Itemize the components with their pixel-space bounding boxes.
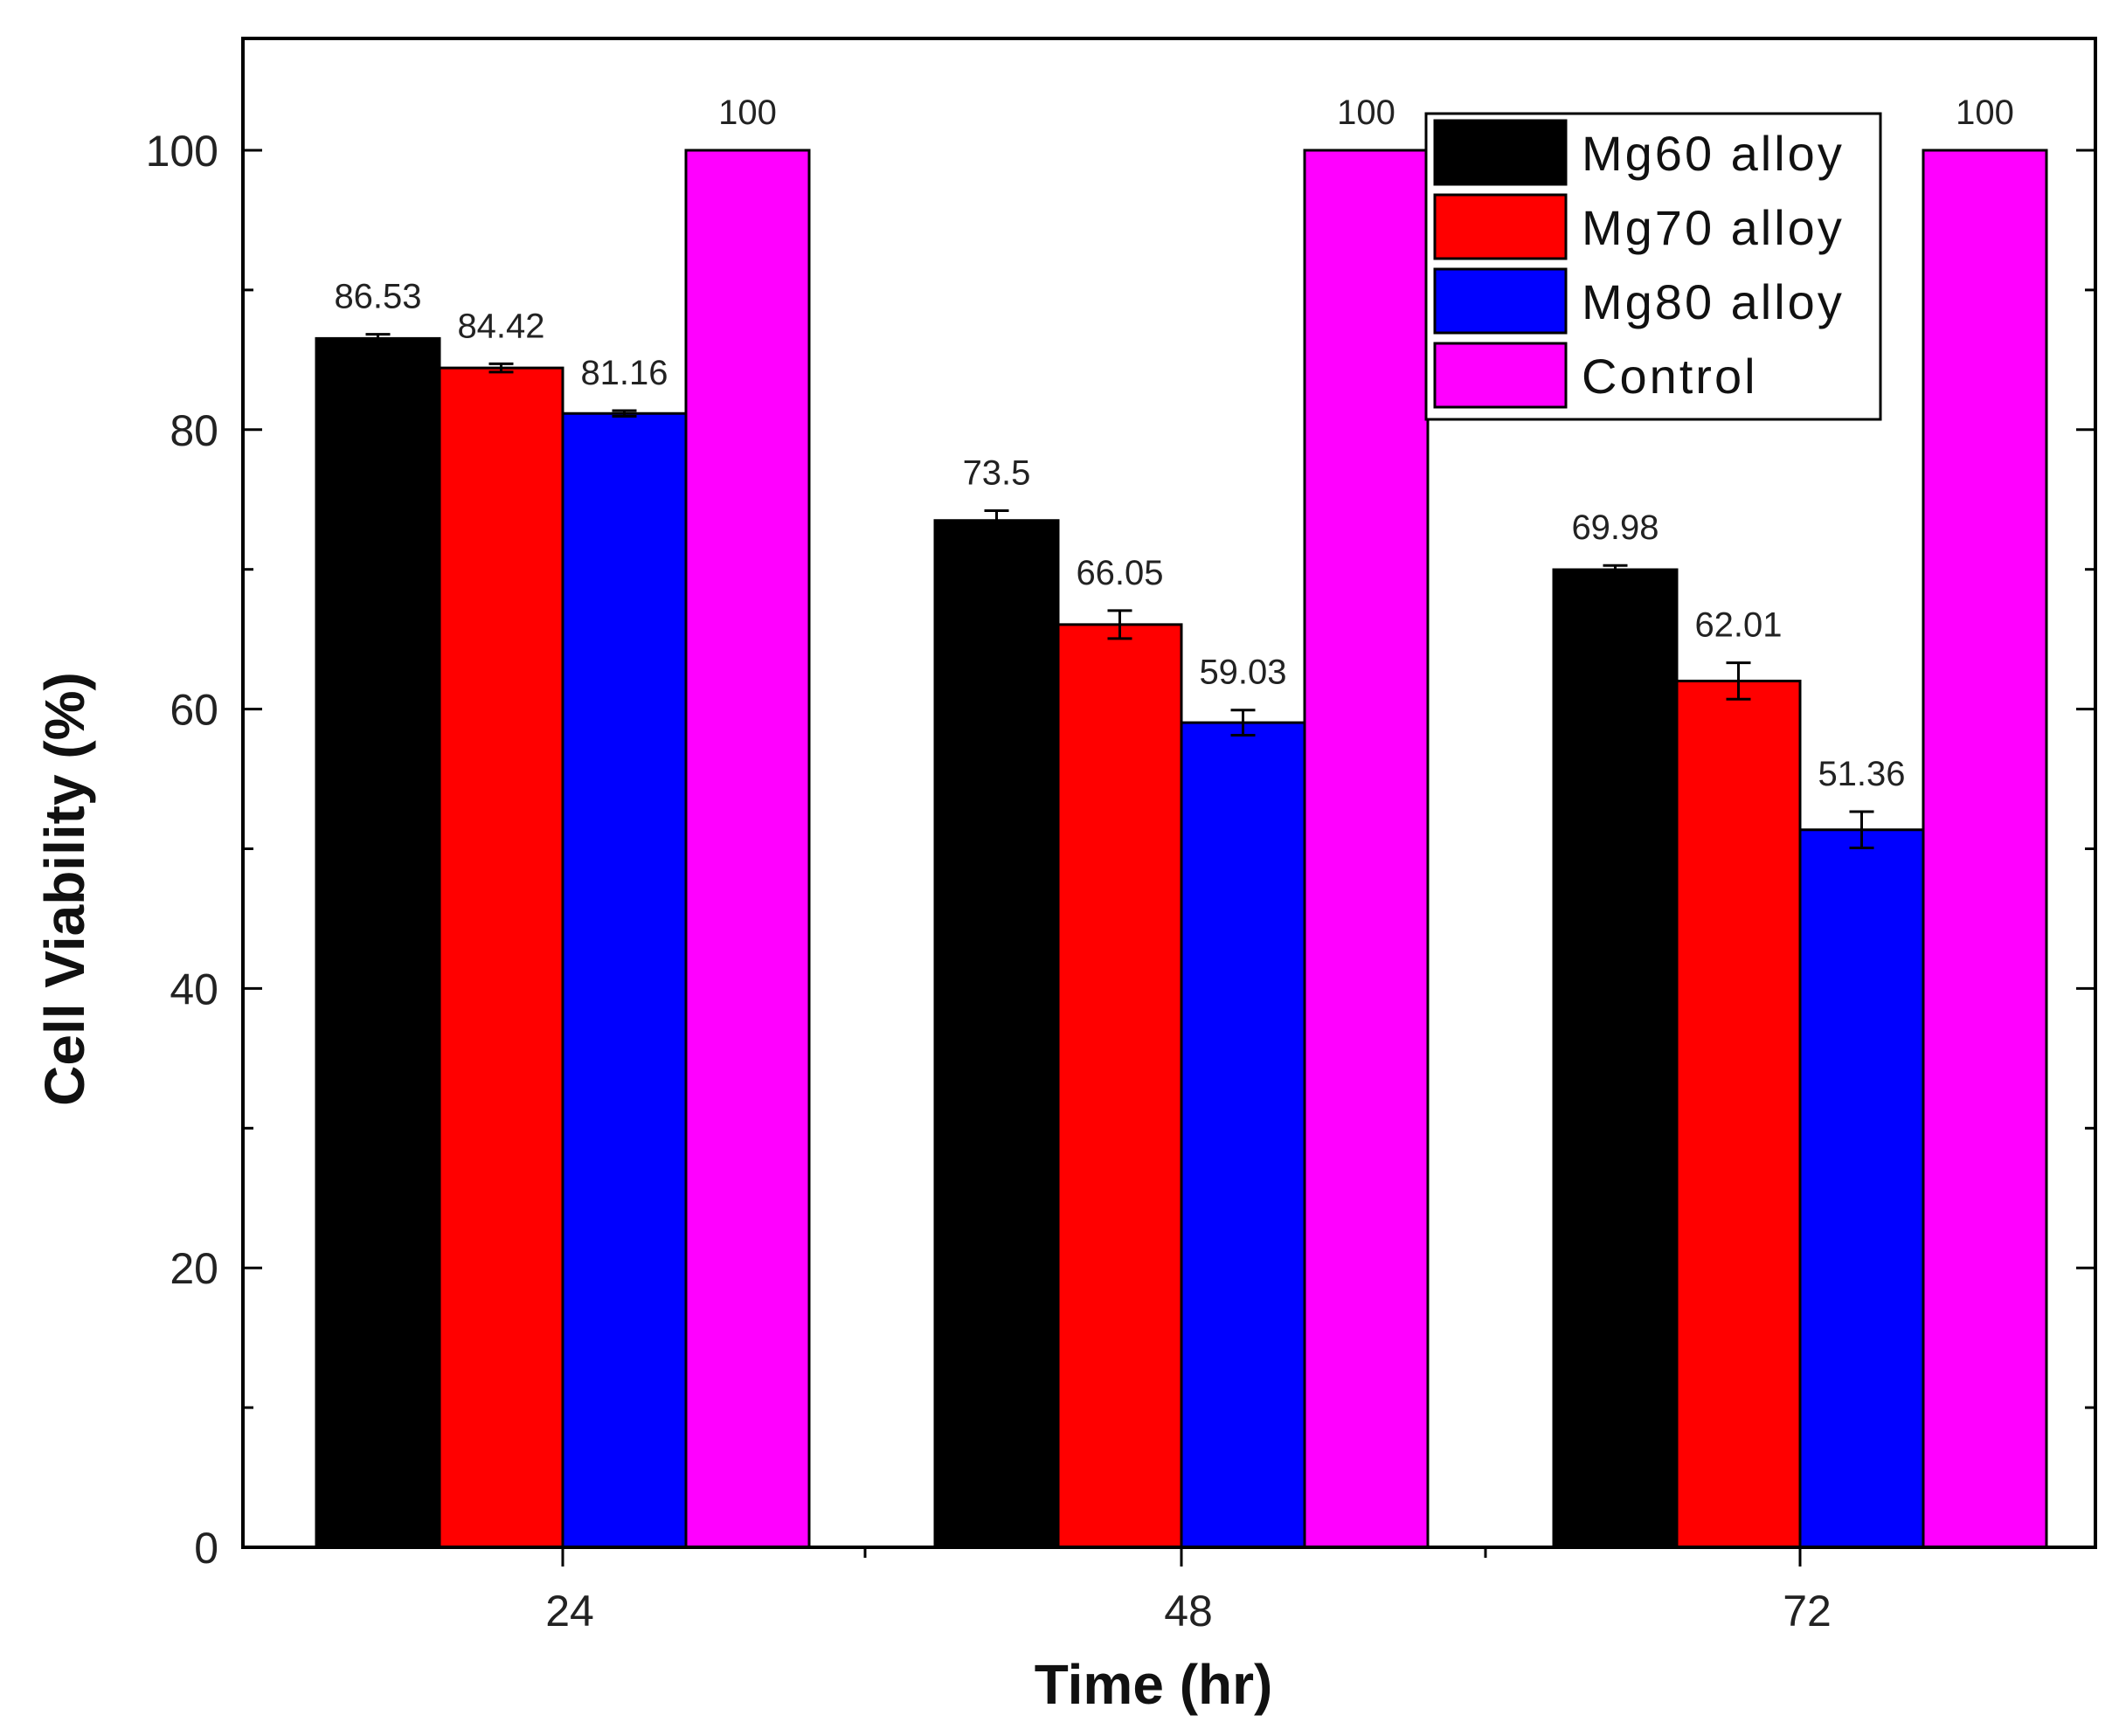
bar bbox=[315, 336, 441, 1549]
bar bbox=[684, 149, 811, 1549]
legend-label: Mg80 alloy bbox=[1582, 274, 1845, 329]
data-label: 66.05 bbox=[1076, 554, 1163, 592]
bar bbox=[438, 366, 564, 1549]
bar bbox=[1798, 828, 1925, 1549]
legend-swatch bbox=[1433, 193, 1568, 260]
error-bar bbox=[612, 409, 637, 418]
y-tick-label: 20 bbox=[170, 1244, 218, 1293]
legend-swatch bbox=[1433, 342, 1568, 409]
data-label: 69.98 bbox=[1571, 508, 1658, 547]
legend: Mg60 alloy Mg70 alloy Mg80 alloy Control bbox=[1424, 112, 1882, 421]
legend-swatch bbox=[1433, 119, 1568, 186]
bar bbox=[1056, 623, 1183, 1549]
data-label: 100 bbox=[1337, 93, 1395, 132]
y-tick-label: 80 bbox=[170, 406, 218, 455]
error-bar bbox=[1230, 709, 1256, 737]
y-axis-title: Cell Viability (%) bbox=[33, 672, 96, 1106]
bar bbox=[1552, 568, 1679, 1549]
bars-layer bbox=[315, 149, 2048, 1549]
error-bar bbox=[1107, 609, 1132, 640]
plot-frame bbox=[241, 37, 2097, 1549]
error-bar bbox=[1726, 661, 1751, 701]
data-label: 51.36 bbox=[1818, 755, 1905, 793]
legend-label: Mg70 alloy bbox=[1582, 200, 1845, 255]
bar bbox=[1922, 149, 2048, 1549]
y-axis: 0 20 40 60 80 100 bbox=[146, 127, 2095, 1573]
legend-label: Control bbox=[1582, 349, 1758, 404]
bar bbox=[1303, 149, 1430, 1549]
y-tick-label: 60 bbox=[170, 686, 218, 735]
data-label: 73.5 bbox=[963, 454, 1031, 493]
x-tick-label: 48 bbox=[1164, 1587, 1213, 1636]
x-tick-label: 24 bbox=[545, 1587, 594, 1636]
data-label: 62.01 bbox=[1694, 606, 1782, 645]
error-bar bbox=[984, 509, 1009, 532]
bar bbox=[933, 519, 1060, 1549]
x-axis: 24 48 72 bbox=[545, 1547, 1832, 1636]
bar bbox=[1180, 721, 1306, 1549]
error-bar bbox=[1849, 810, 1874, 850]
data-label: 86.53 bbox=[334, 278, 421, 316]
bar bbox=[1675, 679, 1802, 1549]
x-tick-label: 72 bbox=[1783, 1587, 1832, 1636]
y-tick-label: 0 bbox=[194, 1524, 218, 1573]
error-bars-layer bbox=[365, 333, 1874, 850]
error-bar bbox=[365, 333, 391, 344]
error-bar bbox=[1603, 564, 1628, 576]
legend-label: Mg60 alloy bbox=[1582, 126, 1845, 181]
y-tick-label: 40 bbox=[170, 965, 218, 1013]
legend-swatch bbox=[1433, 267, 1568, 335]
error-bar bbox=[488, 362, 514, 374]
y-tick-label: 100 bbox=[146, 127, 218, 176]
x-axis-title: Time (hr) bbox=[1035, 1653, 1273, 1716]
value-labels-layer: 86.53 73.5 69.98 84.42 66.05 62.01 81.16 59.03 5… bbox=[334, 93, 2013, 793]
data-label: 81.16 bbox=[580, 354, 668, 392]
bar bbox=[561, 412, 688, 1549]
data-label: 100 bbox=[718, 93, 777, 132]
data-label: 100 bbox=[1956, 93, 2014, 132]
data-label: 59.03 bbox=[1199, 654, 1286, 692]
data-label: 84.42 bbox=[457, 307, 544, 345]
